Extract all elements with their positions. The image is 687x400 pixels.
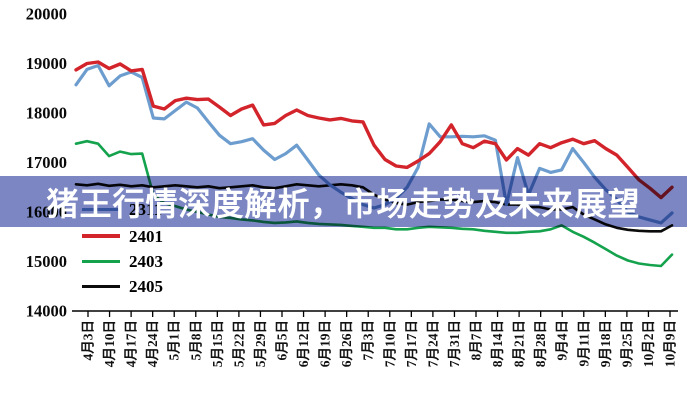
y-tick-label: 14000 — [26, 302, 67, 321]
y-tick-label: 17000 — [26, 153, 67, 172]
x-tick-label: 7月17日 — [404, 320, 419, 367]
y-tick-label: 15000 — [26, 252, 67, 271]
x-tick-label: 6月12日 — [296, 320, 311, 367]
x-tick-label: 5月8日 — [188, 320, 203, 361]
x-tick-label: 6月26日 — [339, 320, 354, 367]
x-tick-label: 4月24日 — [145, 320, 160, 367]
x-tick-label: 10月2日 — [641, 320, 656, 367]
x-tick-label: 9月25日 — [619, 320, 634, 367]
x-tick-label: 7月10日 — [382, 320, 397, 367]
x-tick-label: 4月17日 — [124, 320, 139, 367]
x-tick-label: 8月21日 — [512, 320, 527, 367]
x-tick-label: 9月11日 — [576, 320, 591, 367]
headline-text: 猪王行情深度解析，市场走势及未来展望 — [46, 185, 641, 222]
x-tick-label: 10月9日 — [663, 320, 678, 367]
x-tick-label: 5月29日 — [253, 320, 268, 367]
x-tick-label: 7月24日 — [425, 320, 440, 367]
x-tick-label: 4月3日 — [81, 320, 96, 361]
y-tick-label: 20000 — [26, 5, 67, 24]
x-tick-label: 4月10日 — [102, 320, 117, 367]
x-tick-label: 5月1日 — [167, 320, 182, 361]
x-tick-label: 8月7日 — [469, 320, 484, 361]
x-tick-label: 7月31日 — [447, 320, 462, 367]
x-tick-label: 6月19日 — [318, 320, 333, 367]
y-tick-label: 19000 — [26, 54, 67, 73]
x-tick-label: 6月5日 — [275, 320, 290, 361]
series-line-2401 — [74, 60, 674, 200]
x-tick-label: 9月18日 — [598, 320, 613, 367]
y-tick-label: 18000 — [26, 104, 67, 123]
x-tick-label: 7月3日 — [361, 320, 376, 361]
x-tick-label: 9月4日 — [555, 320, 570, 361]
x-tick-label: 5月15日 — [210, 320, 225, 367]
headline-banner — [0, 176, 687, 227]
x-tick-label: 8月14日 — [490, 320, 505, 367]
x-tick-label: 5月22日 — [231, 320, 246, 367]
x-tick-label: 8月28日 — [533, 320, 548, 367]
